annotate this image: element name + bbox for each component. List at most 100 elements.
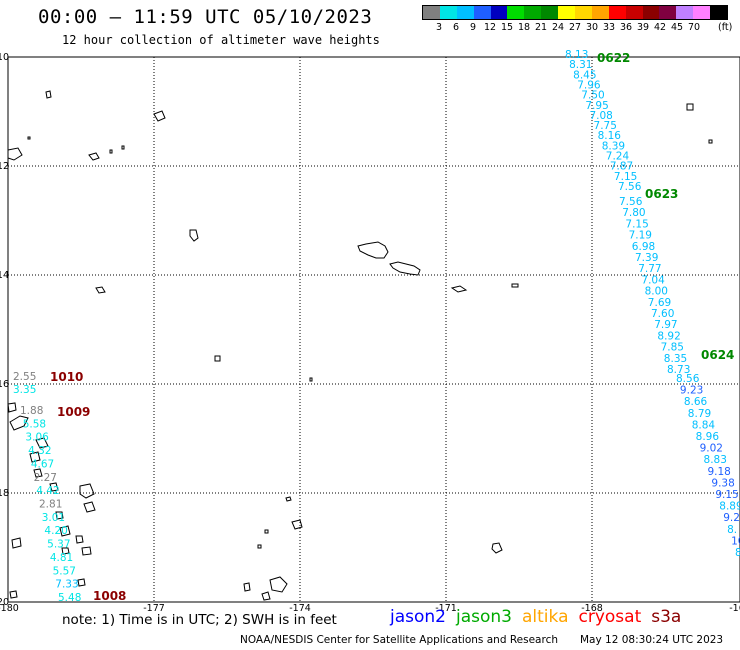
latitude-label: -20 — [0, 597, 9, 608]
colorbar-swatch — [575, 6, 592, 19]
swh-value: 7.85 — [661, 342, 684, 354]
island-tongatapu — [269, 576, 288, 593]
map-subtitle: 12 hour collection of altimeter wave hei… — [62, 33, 380, 47]
swh-value: 8.96 — [696, 431, 720, 443]
swh-value: 8.45 — [573, 69, 596, 81]
colorbar-tick-label: 42 — [653, 22, 667, 33]
mission-s3a: s3a — [651, 607, 682, 627]
island-small-5 — [309, 377, 313, 382]
colorbar-swatch — [558, 6, 576, 19]
longitude-label: -174 — [289, 603, 311, 614]
latitude-label: -14 — [0, 270, 9, 281]
colorbar-swatch — [507, 6, 525, 19]
island-haapai — [285, 496, 292, 502]
swh-value: 9.38 — [711, 477, 734, 489]
swh-value: 7.15 — [625, 218, 648, 230]
island-tau — [450, 285, 468, 293]
swh-value: 8.31 — [569, 59, 592, 71]
swh-value: 7.50 — [581, 90, 604, 102]
footnote: note: 1) Time is in UTC; 2) SWH is in fe… — [62, 612, 337, 628]
pass-id: 0623 — [645, 187, 678, 201]
island-fiji-lau-f — [83, 501, 96, 513]
island-niuafoou — [95, 286, 106, 294]
colorbar-tick-label: 30 — [585, 22, 599, 33]
swh-value: 8. — [727, 524, 737, 536]
swh-value: 8.66 — [684, 396, 708, 408]
altimeter-tracks: 8.138.318.457.967.507.957.087.758.168.39… — [13, 49, 740, 604]
swh-value: 7.04 — [641, 274, 665, 286]
island-fiji-lau-h — [59, 525, 71, 537]
longitude-label: -165 — [729, 603, 740, 614]
swh-value: 9.18 — [707, 466, 730, 478]
island-tuvalu-a — [88, 152, 100, 161]
colorbar-swatch — [642, 6, 660, 19]
island-tutuila — [389, 261, 421, 276]
swh-value: 5.58 — [23, 418, 46, 430]
colorbar-tick-labels: 3 6 9 12 15 18 21 24 27 30 33 36 39 42 45 70 — [422, 22, 728, 34]
swh-value: 8.56 — [676, 373, 700, 385]
colorbar-swatch — [710, 6, 728, 19]
longitude-label: -180 — [0, 603, 19, 614]
colorbar-tick-label: 3 — [435, 22, 443, 33]
island-rotuma — [45, 90, 52, 99]
island-fiji-lau-m — [77, 578, 86, 587]
pass-id: 0624 — [701, 348, 734, 362]
swh-value: 8.79 — [688, 408, 711, 420]
swh-value: 7.24 — [606, 151, 630, 163]
colorbar-swatch — [625, 6, 643, 19]
swh-value: 8.39 — [602, 140, 625, 152]
swh-value: 7.75 — [594, 120, 617, 132]
colorbar-tick-label: 33 — [602, 22, 616, 33]
pass-id: 0622 — [597, 51, 630, 65]
swh-value: 2.55 — [13, 371, 36, 383]
swh-value: 5.48 — [58, 592, 81, 604]
swh-value: 7.60 — [651, 308, 674, 320]
island-wallis — [189, 229, 199, 242]
colorbar-tick-label: 36 — [619, 22, 633, 33]
swh-value: 7.95 — [585, 100, 608, 112]
colorbar-swatch — [490, 6, 508, 19]
swh-value: 4.20 — [44, 525, 67, 537]
mission-legend: jason2 jason3 altika cryosat s3a — [390, 607, 691, 627]
mission-cryosat: cryosat — [578, 607, 642, 627]
island-fiji-lau-g — [55, 511, 64, 520]
island-fiji-lau-l — [61, 547, 70, 555]
longitude-label: -168 — [581, 603, 603, 614]
island-fiji-lau-d — [49, 482, 59, 492]
wave-height-colorbar — [422, 5, 728, 20]
island-fiji-vanua — [9, 415, 29, 431]
island-tonga-s1 — [243, 582, 251, 592]
swh-value: 4.32 — [28, 445, 51, 457]
colorbar-unit: (ft) — [718, 22, 733, 33]
graticule — [8, 57, 740, 602]
latitude-label: -16 — [0, 379, 9, 390]
colorbar-tick-label: 15 — [500, 22, 514, 33]
island-fiji-lau-a — [35, 437, 49, 449]
swh-value: 4.42 — [36, 485, 59, 497]
credit-line: NOAA/NESDIS Center for Satellite Applica… — [240, 634, 558, 646]
swh-value: 4.67 — [31, 458, 54, 470]
island-fiji-lau-n — [9, 590, 18, 599]
swh-value: 5.57 — [53, 565, 76, 577]
generation-timestamp: May 12 08:30:24 UTC 2023 — [580, 634, 724, 646]
swh-value: 7.39 — [635, 252, 658, 264]
swh-value: 4.81 — [50, 552, 73, 564]
island-niue — [491, 542, 503, 554]
swh-value: 9.02 — [700, 443, 723, 455]
swh-value: 9.23 — [680, 385, 703, 397]
island-small-6 — [686, 103, 694, 111]
swh-value: 8.00 — [645, 286, 668, 298]
map-frame — [7, 56, 740, 603]
colorbar-tick-label: 18 — [517, 22, 531, 33]
swh-value: 9.15 — [715, 489, 738, 501]
colorbar-tick-label: 12 — [483, 22, 497, 33]
island-fiji-lau-i — [75, 535, 84, 544]
latitude-label: -18 — [0, 488, 9, 499]
swh-value: 7.56 — [618, 181, 642, 193]
swh-value: 2.27 — [34, 472, 57, 484]
latitude-label: -12 — [0, 161, 9, 172]
swh-value: 8.89 — [719, 501, 740, 513]
colorbar-tick-label: 70 — [687, 22, 701, 33]
colorbar-tick-label: 21 — [534, 22, 548, 33]
